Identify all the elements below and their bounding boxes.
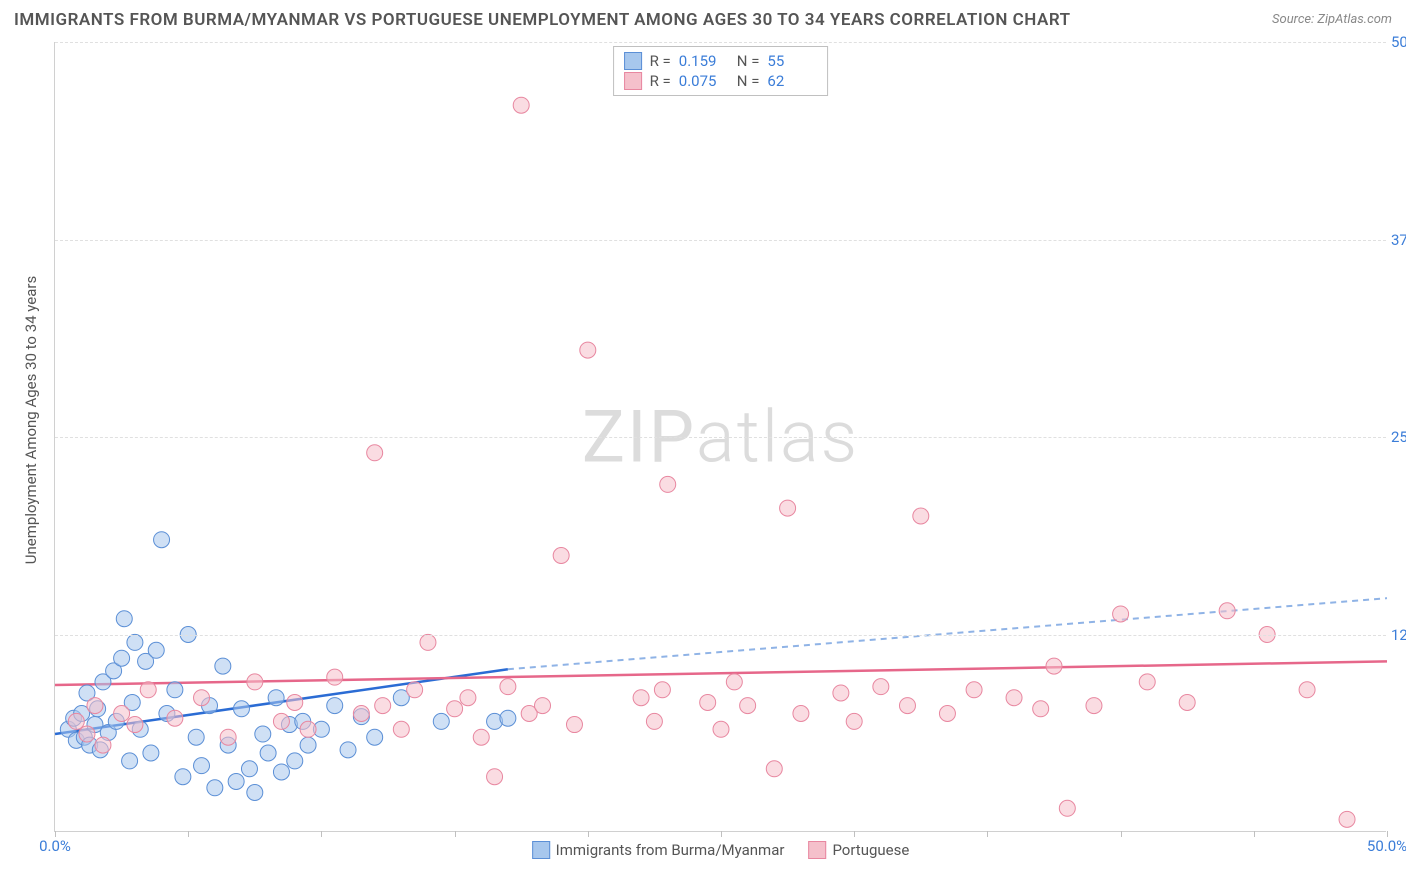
r-label-1: R = bbox=[650, 72, 671, 90]
series-swatch-0 bbox=[532, 841, 550, 859]
y-tick-label: 50.0% bbox=[1391, 33, 1406, 51]
chart-title: IMMIGRANTS FROM BURMA/MYANMAR VS PORTUGU… bbox=[14, 10, 1071, 30]
series-legend-1: Portuguese bbox=[808, 841, 909, 859]
series-legend-0: Immigrants from Burma/Myanmar bbox=[532, 841, 785, 859]
x-tick-label: 0.0% bbox=[39, 837, 71, 855]
y-tick-label: 25.0% bbox=[1391, 428, 1406, 446]
legend-row-0: R = 0.159 N = 55 bbox=[624, 51, 818, 71]
legend-swatch-0 bbox=[624, 52, 642, 70]
n-value-1: 62 bbox=[767, 72, 817, 90]
legend-row-1: R = 0.075 N = 62 bbox=[624, 71, 818, 91]
x-tick-label: 50.0% bbox=[1367, 837, 1406, 855]
correlation-chart: IMMIGRANTS FROM BURMA/MYANMAR VS PORTUGU… bbox=[0, 0, 1406, 892]
r-value-0: 0.159 bbox=[679, 52, 729, 70]
series-swatch-1 bbox=[808, 841, 826, 859]
n-value-0: 55 bbox=[767, 52, 817, 70]
r-value-1: 0.075 bbox=[679, 72, 729, 90]
plot-area: ZIPatlas R = 0.159 N = 55 R = 0.075 N = … bbox=[54, 42, 1386, 832]
n-label-0: N = bbox=[737, 52, 760, 70]
y-tick-label: 12.5% bbox=[1391, 626, 1406, 644]
series-name-0: Immigrants from Burma/Myanmar bbox=[556, 841, 785, 859]
correlation-legend: R = 0.159 N = 55 R = 0.075 N = 62 bbox=[613, 46, 829, 96]
legend-swatch-1 bbox=[624, 72, 642, 90]
source-label: Source: ZipAtlas.com bbox=[1272, 12, 1392, 27]
y-axis-label: Unemployment Among Ages 30 to 34 years bbox=[22, 276, 40, 564]
series-name-1: Portuguese bbox=[832, 841, 909, 859]
series-legend: Immigrants from Burma/Myanmar Portuguese bbox=[532, 841, 910, 859]
r-label-0: R = bbox=[650, 52, 671, 70]
y-tick-label: 37.5% bbox=[1391, 231, 1406, 249]
n-label-1: N = bbox=[737, 72, 760, 90]
